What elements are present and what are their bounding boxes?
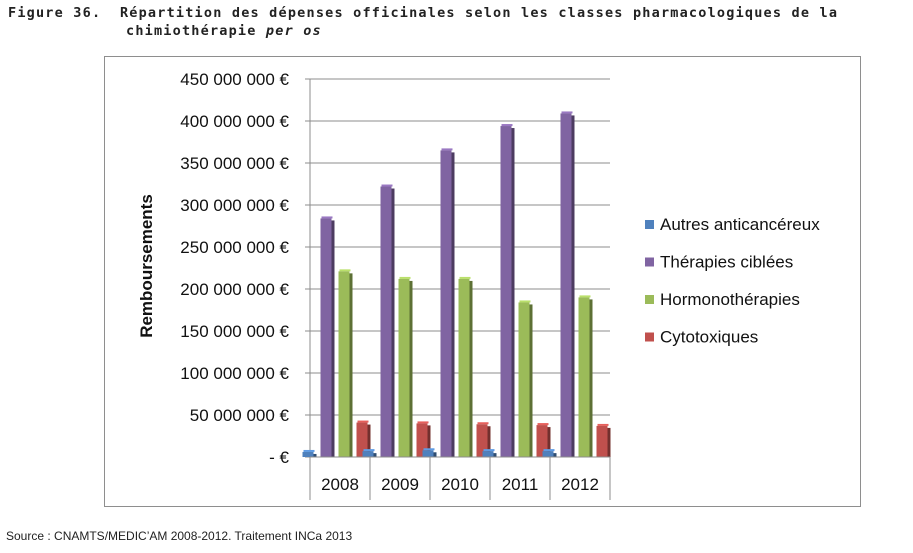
bar-top <box>561 111 573 114</box>
figure-title-line2-main: chimiothérapie <box>126 23 257 39</box>
bar-top <box>399 276 411 279</box>
y-tick-label: 250 000 000 € <box>180 238 289 257</box>
x-tick-label: 2011 <box>502 475 539 494</box>
bar-side <box>571 115 575 457</box>
bar-top <box>519 300 531 303</box>
bar-side <box>607 427 611 457</box>
bar-side <box>493 453 497 457</box>
x-tick-label: 2010 <box>441 475 479 494</box>
bar-top <box>543 449 555 452</box>
figure-title-line1: Répartition des dépenses officinales sel… <box>119 5 839 21</box>
bar-hormonoth-rapies-2012 <box>578 297 590 457</box>
legend-swatch <box>645 332 654 342</box>
y-axis-title: Remboursements <box>137 194 156 338</box>
bar-autres-anticanc-reux-2011 <box>482 451 494 457</box>
bar-side <box>331 220 335 457</box>
bar-side <box>451 152 455 457</box>
bar-hormonoth-rapies-2010 <box>458 278 470 457</box>
x-tick-label: 2008 <box>321 475 359 494</box>
y-tick-label: 150 000 000 € <box>180 322 289 341</box>
bar-top <box>459 276 471 279</box>
bar-cytotoxiques-2008 <box>356 422 368 457</box>
bar-top <box>417 421 429 424</box>
legend-swatch <box>645 220 654 229</box>
legend-label: Thérapies ciblées <box>660 253 793 272</box>
figure-label: Figure 36. <box>8 5 102 21</box>
figure-title-line2: chimiothérapie per os <box>8 23 838 39</box>
y-tick-label: 400 000 000 € <box>180 112 289 131</box>
bar-cytotoxiques-2010 <box>476 424 488 457</box>
bar-cytotoxiques-2012 <box>596 425 608 457</box>
bar-th-rapies-cibl-es-2012 <box>560 113 572 457</box>
bar-side <box>553 453 557 457</box>
bar-cytotoxiques-2009 <box>416 423 428 457</box>
y-tick-label: 50 000 000 € <box>190 406 290 425</box>
x-tick-label: 2009 <box>381 475 419 494</box>
bar-top <box>501 124 513 127</box>
y-tick-label: 450 000 000 € <box>180 70 289 89</box>
source-note: Source : CNAMTS/MEDIC’AM 2008-2012. Trai… <box>6 529 353 543</box>
bar-autres-anticanc-reux-2010 <box>422 450 434 457</box>
figure-caption: Figure 36. Répartition des dépenses offi… <box>8 5 838 39</box>
bar-th-rapies-cibl-es-2011 <box>500 126 512 457</box>
bar-side <box>427 425 431 457</box>
bar-autres-anticanc-reux-2008 <box>302 451 314 457</box>
bar-top <box>321 216 333 219</box>
y-tick-label: 350 000 000 € <box>180 154 289 173</box>
bar-side <box>391 188 395 457</box>
legend-swatch <box>645 295 654 304</box>
y-tick-label: 200 000 000 € <box>180 280 289 299</box>
bar-top <box>357 420 369 423</box>
x-tick-label: 2012 <box>561 475 599 494</box>
legend-swatch <box>645 257 654 267</box>
legend-label: Hormonothérapies <box>660 290 800 309</box>
bar-top <box>477 422 489 425</box>
bar-top <box>537 423 549 426</box>
bar-top <box>441 148 453 151</box>
bar-top <box>579 295 591 298</box>
bar-th-rapies-cibl-es-2009 <box>380 186 392 457</box>
bar-side <box>469 280 473 457</box>
bar-top <box>423 448 435 451</box>
bar-side <box>547 427 551 457</box>
bar-top <box>381 184 393 187</box>
bar-hormonoth-rapies-2011 <box>518 302 530 457</box>
bar-top <box>363 449 375 452</box>
figure-title-line2-italic: per os <box>265 23 322 39</box>
y-tick-label: 100 000 000 € <box>180 364 289 383</box>
bar-side <box>349 273 353 457</box>
bar-side <box>529 304 533 457</box>
bar-side <box>511 128 515 458</box>
bar-hormonoth-rapies-2008 <box>338 271 350 457</box>
y-tick-label: 300 000 000 € <box>180 196 289 215</box>
bar-th-rapies-cibl-es-2008 <box>320 218 332 457</box>
bar-th-rapies-cibl-es-2010 <box>440 150 452 457</box>
chart-frame <box>104 56 861 507</box>
bar-side <box>487 426 491 457</box>
legend-label: Cytotoxiques <box>660 328 758 347</box>
legend-label: Autres anticancéreux <box>660 215 820 234</box>
bar-top <box>303 449 315 452</box>
bar-hormonoth-rapies-2009 <box>398 278 410 457</box>
bar-autres-anticanc-reux-2009 <box>362 451 374 457</box>
bar-side <box>373 453 377 457</box>
bar-side <box>433 452 437 457</box>
bar-autres-anticanc-reux-2012 <box>542 451 554 457</box>
bar-top <box>597 423 609 426</box>
bar-side <box>313 453 317 457</box>
bar-top <box>339 269 351 272</box>
y-tick-label: - € <box>269 448 289 467</box>
bar-side <box>409 280 413 457</box>
bar-side <box>589 299 593 457</box>
bar-top <box>483 449 495 452</box>
bar-cytotoxiques-2011 <box>536 425 548 457</box>
bar-side <box>367 424 371 457</box>
